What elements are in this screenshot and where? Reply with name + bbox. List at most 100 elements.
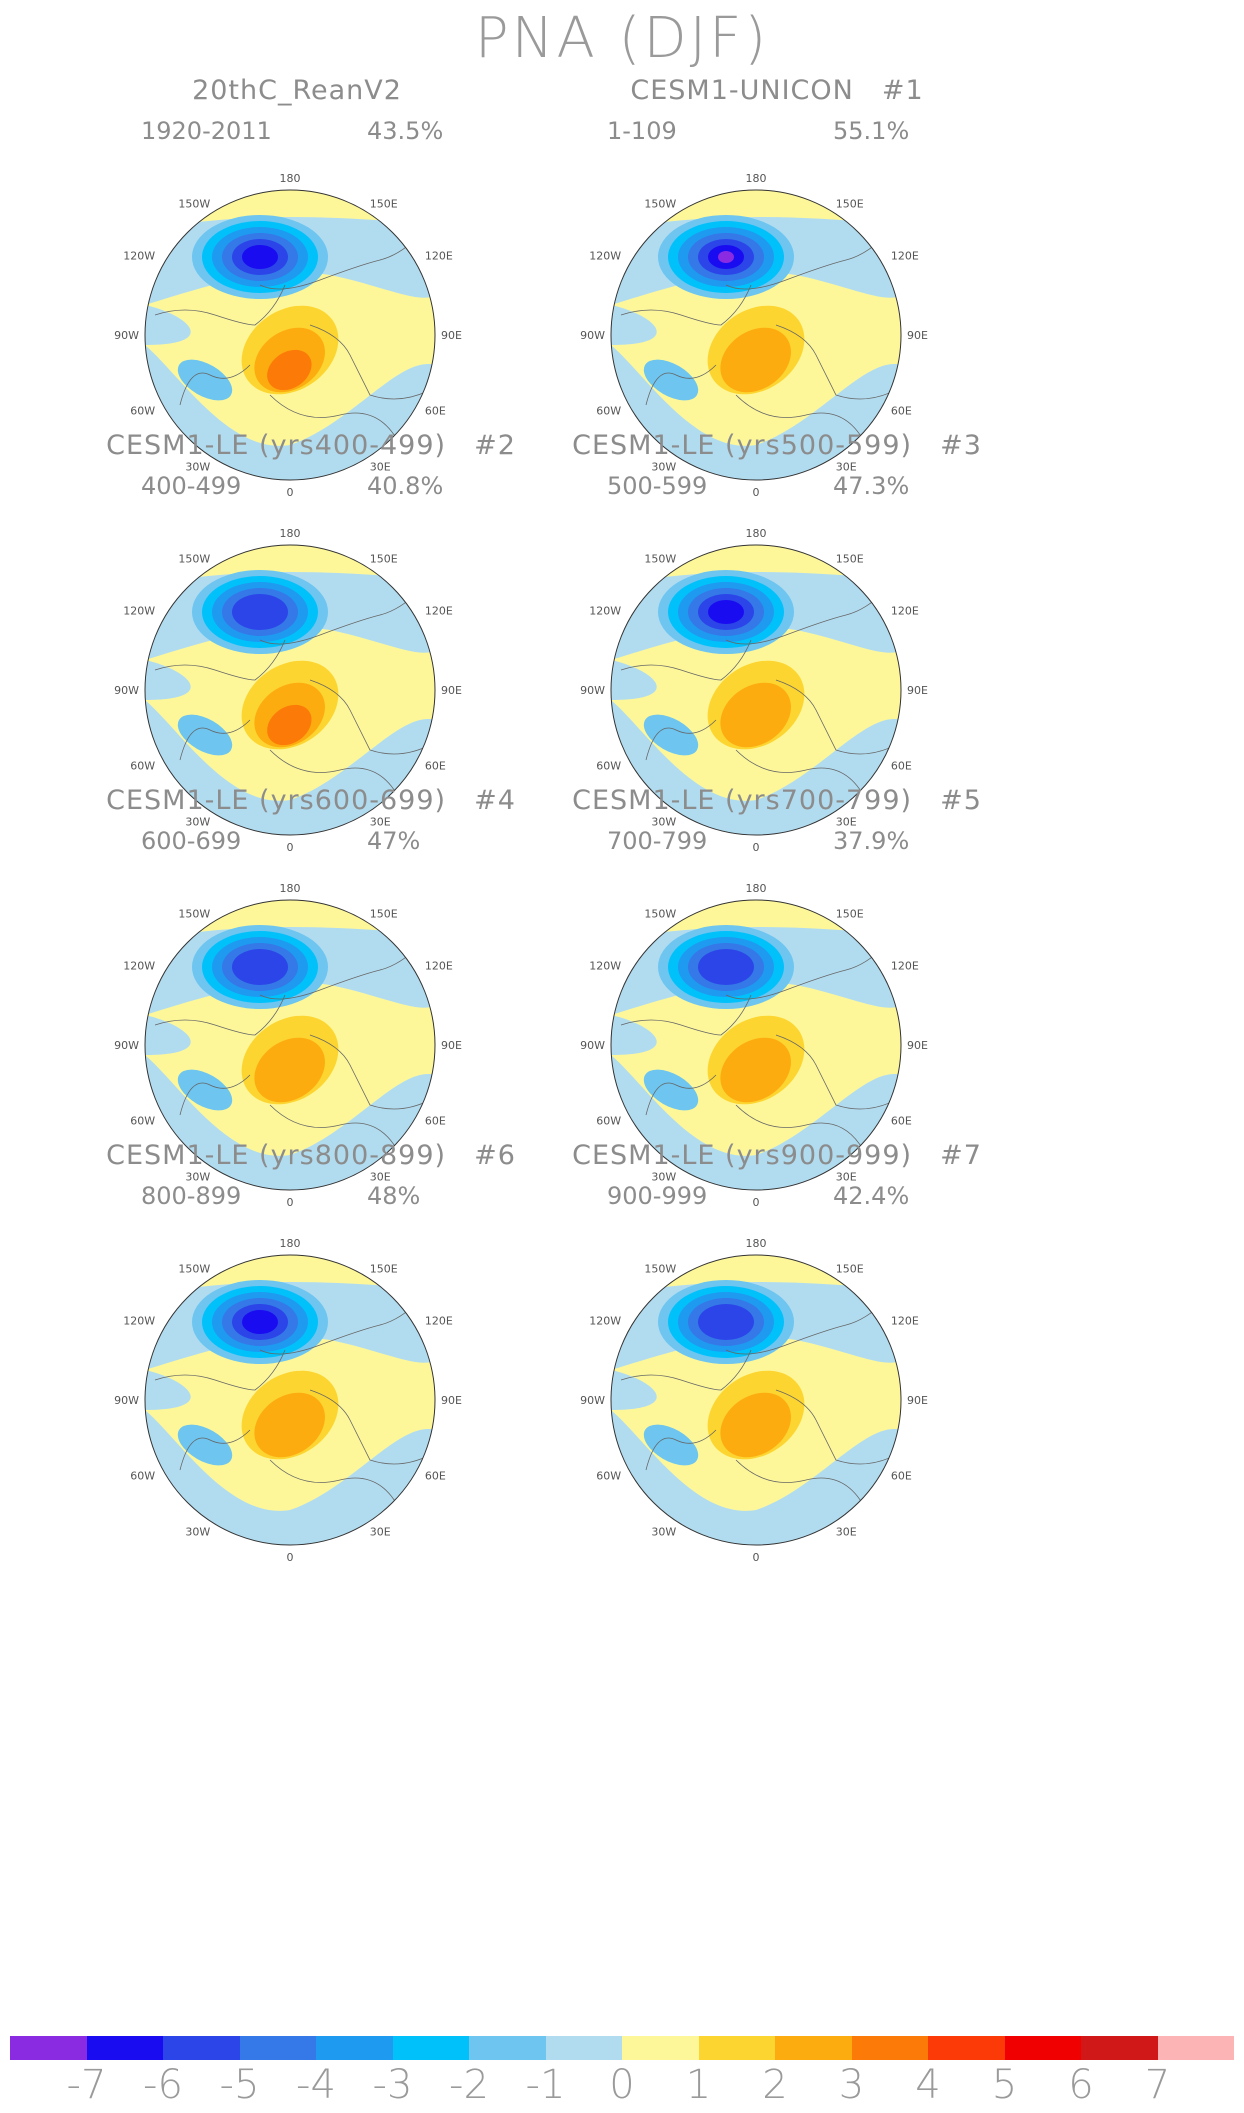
- map-panel: CESM1-UNICON #1 1-109 55.1% 180 0 150W 150E 120W…: [466, 75, 1088, 555]
- panel-years: 400-499: [141, 472, 242, 500]
- longitude-label: 60E: [425, 404, 446, 417]
- map-panel: CESM1-LE (yrs400-499) #2 400-499 40.8% 180 0 1…: [0, 430, 622, 910]
- colorbar-tick-label: 2: [762, 2062, 788, 2108]
- coastlines: [154, 944, 431, 1156]
- longitude-label: 90W: [114, 1039, 139, 1052]
- longitude-label: 120W: [123, 960, 155, 973]
- panel-years: 1-109: [607, 117, 677, 145]
- polar-map: 180 0 150W 150E 120W 120E 90W 90E 60W 60E 30W 30E: [580, 172, 928, 499]
- longitude-label: 90W: [114, 684, 139, 697]
- longitude-label: 30E: [836, 816, 857, 829]
- longitude-label: 180: [746, 527, 767, 540]
- longitude-label: 90E: [907, 684, 928, 697]
- longitude-label: 150W: [644, 552, 676, 565]
- panel-years: 500-599: [607, 472, 708, 500]
- colorbar-tick-label: -7: [66, 2062, 107, 2108]
- longitude-label: 30W: [185, 1526, 210, 1539]
- polar-map: 180 0 150W 150E 120W 120E 90W 90E 60W 60E 30W 30E: [580, 1237, 928, 1564]
- longitude-label: 120W: [123, 605, 155, 618]
- colorbar-tick-label: 5: [991, 2062, 1018, 2108]
- panel-variance-percent: 43.5%: [367, 117, 444, 145]
- panel-variance-percent: 37.9%: [833, 827, 910, 855]
- panel-model-name: CESM1-LE (yrs600-699): [106, 785, 447, 816]
- longitude-label: 60W: [130, 404, 155, 417]
- longitude-label: 150W: [178, 197, 210, 210]
- longitude-label: 180: [280, 1237, 301, 1250]
- longitude-label: 60W: [596, 1114, 621, 1127]
- longitude-label: 120W: [589, 960, 621, 973]
- colorbar-tick-label: 1: [685, 2062, 712, 2108]
- colorbar-swatch: [775, 2036, 852, 2060]
- map-panel: 20thC_ReanV2 1920-2011 43.5% 180 0 150W 150E 12…: [0, 75, 622, 555]
- coastlines: [154, 234, 431, 446]
- panel-variance-percent: 55.1%: [833, 117, 910, 145]
- anomaly-field: [145, 900, 435, 1190]
- colorbar-swatch: [545, 2036, 622, 2060]
- polar-map: 180 0 150W 150E 120W 120E 90W 90E 60W 60E 30W 30E: [580, 882, 928, 1209]
- longitude-label: 120W: [589, 605, 621, 618]
- longitude-label: 150E: [370, 197, 398, 210]
- panel-title: CESM1-LE (yrs600-699) #4: [0, 785, 622, 816]
- panel-number: #1: [881, 75, 924, 106]
- longitude-label: 120E: [425, 250, 453, 263]
- panel-title: CESM1-LE (yrs800-899) #6: [0, 1140, 622, 1171]
- colorbar-swatch: [392, 2036, 469, 2060]
- longitude-label: 90W: [114, 329, 139, 342]
- longitude-label: 150E: [836, 552, 864, 565]
- coastlines: [620, 944, 897, 1156]
- map-panel: CESM1-LE (yrs900-999) #7 900-999 42.4% 180 0 1…: [466, 1140, 1088, 1620]
- polar-map: 180 0 150W 150E 120W 120E 90W 90E 60W 60E 30W 30E: [580, 527, 928, 854]
- panel-title: CESM1-UNICON #1: [466, 75, 1088, 106]
- longitude-label: 150E: [370, 552, 398, 565]
- panel-number: #2: [474, 430, 516, 461]
- longitude-label: 150E: [836, 907, 864, 920]
- panel-model-name: 20thC_ReanV2: [192, 75, 402, 106]
- longitude-label: 30W: [651, 1526, 676, 1539]
- longitude-label: 90E: [907, 1394, 928, 1407]
- longitude-label: 120E: [891, 1315, 919, 1328]
- longitude-label: 60E: [891, 1114, 912, 1127]
- longitude-label: 120E: [891, 250, 919, 263]
- longitude-label: 120W: [123, 1315, 155, 1328]
- colorbar-tick-label: 4: [915, 2062, 941, 2108]
- panel-years: 600-699: [141, 827, 242, 855]
- anomaly-field: [611, 900, 901, 1190]
- longitude-label: 30E: [836, 1171, 857, 1184]
- longitude-label: 90W: [580, 329, 605, 342]
- colorbar-swatch: [1157, 2036, 1234, 2060]
- panel-number: #4: [474, 785, 516, 816]
- longitude-label: 120W: [123, 250, 155, 263]
- longitude-label: 0: [287, 486, 294, 499]
- longitude-label: 120W: [589, 250, 621, 263]
- longitude-label: 90E: [907, 1039, 928, 1052]
- longitude-label: 0: [753, 841, 760, 854]
- longitude-label: 150E: [370, 1262, 398, 1275]
- panel-model-name: CESM1-LE (yrs500-599): [572, 430, 913, 461]
- longitude-label: 120E: [425, 1315, 453, 1328]
- longitude-label: 60E: [425, 1114, 446, 1127]
- longitude-label: 30E: [836, 461, 857, 474]
- longitude-label: 60E: [891, 759, 912, 772]
- figure-title: PNA (DJF): [474, 6, 770, 71]
- panel-model-name: CESM1-UNICON: [630, 75, 854, 106]
- longitude-label: 60W: [596, 404, 621, 417]
- panel-variance-percent: 40.8%: [367, 472, 444, 500]
- longitude-label: 150E: [370, 907, 398, 920]
- longitude-label: 90W: [580, 1394, 605, 1407]
- longitude-label: 60E: [891, 1469, 912, 1482]
- longitude-label: 30E: [370, 1526, 391, 1539]
- colorbar-swatch: [698, 2036, 775, 2060]
- longitude-label: 30W: [185, 1171, 210, 1184]
- longitude-label: 150W: [644, 197, 676, 210]
- colorbar-swatch: [316, 2036, 393, 2060]
- longitude-label: 150W: [178, 1262, 210, 1275]
- panel-model-name: CESM1-LE (yrs400-499): [106, 430, 447, 461]
- panel-variance-percent: 48%: [367, 1182, 421, 1210]
- colorbar-tick-label: 6: [1068, 2062, 1094, 2108]
- panel-variance-percent: 42.4%: [833, 1182, 910, 1210]
- longitude-label: 150E: [836, 197, 864, 210]
- panel-variance-percent: 47.3%: [833, 472, 910, 500]
- colorbar-tick-label: 0: [609, 2062, 635, 2108]
- colorbar-tick-label: 3: [838, 2062, 865, 2108]
- colorbar-tick-label: -5: [219, 2062, 260, 2108]
